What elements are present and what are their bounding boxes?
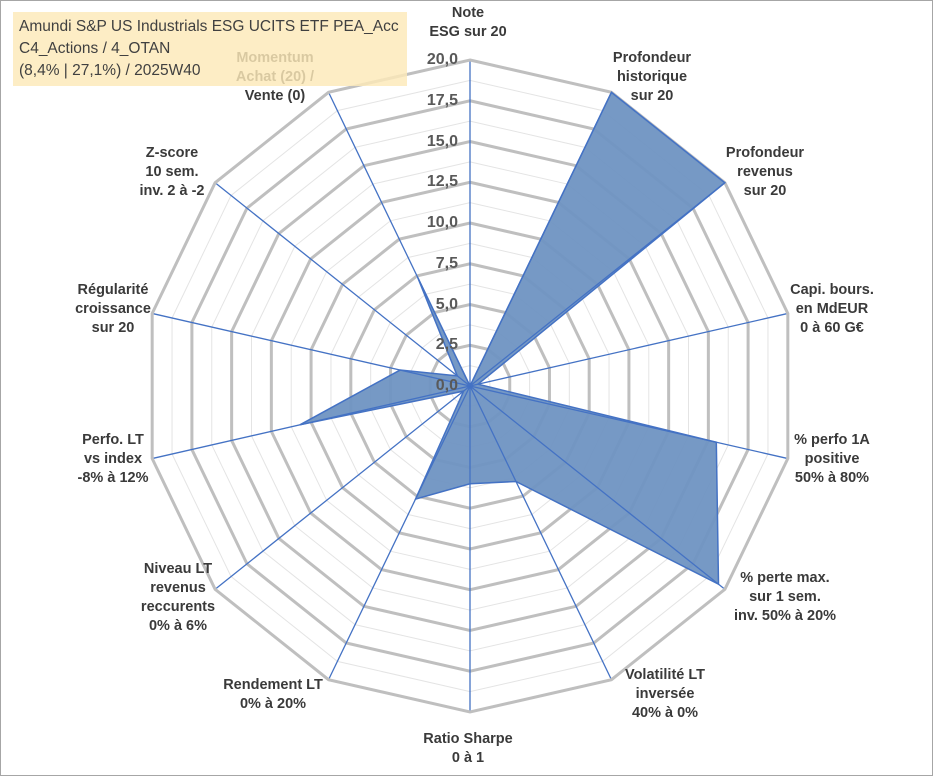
axis-line (469, 385, 725, 589)
axis-line (469, 93, 612, 387)
axis-line (153, 313, 471, 387)
axis-label-line: 40% à 0% (631, 705, 699, 721)
axis-label-line: Z-score (145, 145, 199, 161)
axis-line (215, 385, 471, 589)
axis-label-line: ESG sur 20 (429, 24, 507, 40)
axis-label-line: sur 20 (91, 320, 135, 336)
axis-label-line: vs index (83, 451, 143, 467)
axis-label-line: % perfo 1A (794, 432, 870, 448)
axis-line (328, 385, 471, 679)
chart-title: Amundi S&P US Industrials ESG UCITS ETF … (13, 12, 407, 86)
tick-label: 2,5 (435, 336, 458, 354)
axis-label: Rendement LT 0% à 20% (223, 676, 323, 714)
tick-label: 17,5 (426, 91, 458, 109)
axis-label-line: en MdEUR (795, 301, 869, 317)
axis-label-line: 0% à 20% (239, 696, 307, 712)
axis-label: Niveau LT revenus reccurents 0% à 6% (141, 560, 215, 636)
axis-label: Profondeur historique sur 20 (613, 49, 691, 106)
axis-label: Z-score 10 sem. inv. 2 à -2 (139, 144, 204, 201)
axis-label: Régularité croissance sur 20 (75, 281, 151, 338)
axis-label-line: sur 1 sem. (749, 589, 821, 605)
axis-label-line: sur 20 (743, 183, 787, 199)
axis-label-line: Niveau LT (143, 561, 213, 577)
tick-label: 5,0 (435, 295, 458, 313)
axis-label-line: revenus (737, 164, 793, 180)
tick-label: 0,0 (435, 377, 458, 394)
title-line-1: Amundi S&P US Industrials ESG UCITS ETF … (19, 18, 399, 35)
axis-line (469, 183, 725, 387)
axis-label-line: Rendement LT (223, 677, 323, 693)
axis-label-line: Régularité (77, 282, 149, 298)
axis-label-line: -8% à 12% (77, 470, 149, 486)
axis-label-line: Ratio Sharpe (423, 731, 513, 747)
tick-label: 7,5 (435, 254, 458, 272)
axis-label-line: 0 à 1 (451, 750, 485, 766)
axis-label-line: historique (616, 69, 688, 85)
axis-label: Profondeur revenus sur 20 (726, 144, 804, 201)
axis-line (215, 183, 471, 387)
axis-label-line: Note (451, 5, 485, 21)
axis-label-line: positive (804, 451, 860, 467)
axis-label-line: 0 à 60 G€ (800, 320, 864, 336)
axis-label-line: % perte max. (740, 570, 830, 586)
axis-label-line: Perfo. LT (82, 432, 144, 448)
axis-label: Volatilité LT inversée 40% à 0% (625, 666, 705, 723)
axis-label-line: inversée (635, 686, 695, 702)
axis-line (328, 93, 471, 387)
axis-label: Perfo. LT vs index -8% à 12% (78, 431, 149, 488)
axis-label-line: inv. 50% à 20% (733, 608, 837, 624)
axis-line (469, 313, 787, 387)
axis-label-line: 10 sem. (145, 164, 199, 180)
axis-label-line: 50% à 80% (794, 470, 870, 486)
axis-label: % perfo 1A positive 50% à 80% (794, 431, 870, 488)
axis-label: Note ESG sur 20 (429, 4, 506, 42)
major-gridline (150, 58, 790, 714)
tick-label: 20,0 (426, 51, 458, 68)
axis-label-line: Vente (0) (244, 88, 306, 104)
axis-label-line: croissance (75, 301, 151, 317)
axis-label-line: Capi. bours. (790, 282, 874, 298)
axis-label: Ratio Sharpe 0 à 1 (423, 730, 512, 768)
axis-label-line: Profondeur (725, 145, 805, 161)
axis-label-line: Profondeur (612, 50, 692, 66)
axis-line (469, 385, 787, 459)
tick-label: 15,0 (426, 132, 458, 150)
axis-label: % perte max. sur 1 sem. inv. 50% à 20% (734, 569, 836, 626)
axis-label: Capi. bours. en MdEUR 0 à 60 G€ (790, 281, 874, 338)
axis-label-line: sur 20 (630, 88, 674, 104)
axis-label-line: revenus (150, 580, 206, 596)
axis-label-line: inv. 2 à -2 (139, 183, 205, 199)
tick-label: 12,5 (426, 173, 458, 191)
axis-label-line: 0% à 6% (148, 618, 208, 634)
axis-label-line: reccurents (140, 599, 216, 615)
axis-line (153, 385, 471, 459)
title-line-2: C4_Actions / 4_OTAN (19, 40, 171, 57)
tick-label: 10,0 (426, 214, 458, 231)
title-line-3: (8,4% | 27,1%) / 2025W40 (19, 62, 201, 79)
axis-label-line: Volatilité LT (624, 667, 706, 683)
axis-line (469, 385, 612, 679)
